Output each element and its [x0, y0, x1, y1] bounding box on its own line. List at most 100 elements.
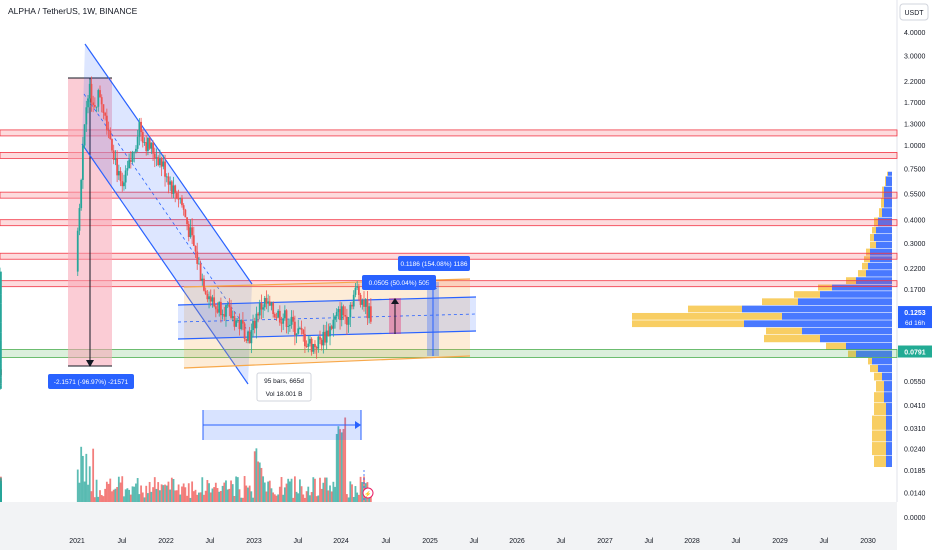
- candle-body: [325, 330, 328, 343]
- candle-body: [320, 339, 323, 346]
- volume-bar: [148, 481, 151, 502]
- price-axis-background: [897, 0, 932, 550]
- candle-body: [167, 176, 170, 185]
- candle-body: [236, 320, 239, 322]
- range-info-box: [256, 372, 312, 402]
- candle-body: [245, 338, 248, 341]
- volume-bar: [299, 479, 301, 502]
- volume-bar: [238, 489, 241, 502]
- volume-bar: [304, 497, 306, 502]
- countdown-label: 6d 16h: [905, 320, 925, 327]
- volume-bar: [265, 491, 268, 502]
- candle-body: [290, 316, 293, 325]
- volume-bar: [175, 490, 178, 502]
- volume-bar: [204, 490, 207, 502]
- volume-bar: [136, 478, 139, 502]
- drop-label-box: [48, 374, 134, 389]
- volume-profile-down-bar: [874, 392, 884, 403]
- volume-bar: [162, 485, 165, 502]
- candle-body: [197, 263, 200, 265]
- volume-profile-down-bar: [872, 442, 886, 456]
- plot-background: [0, 0, 897, 502]
- volume-bar: [273, 494, 276, 502]
- candle-body: [332, 319, 335, 329]
- volume-bar: [297, 493, 300, 502]
- volume-profile-down-bar: [848, 350, 856, 358]
- candle-body: [366, 299, 369, 319]
- volume-profile-down-bar: [688, 305, 742, 313]
- candle-body: [302, 329, 305, 335]
- candle-body: [95, 106, 98, 108]
- candle-body: [310, 338, 313, 352]
- volume-bar: [123, 496, 125, 502]
- volume-bar: [233, 496, 236, 502]
- candle-body: [352, 294, 355, 307]
- volume-profile-down-bar: [632, 312, 782, 320]
- time-tick-label: 2022: [158, 538, 174, 545]
- volume-profile-up-bar: [870, 248, 892, 256]
- volume-bar: [270, 488, 273, 502]
- volume-bar: [268, 480, 271, 502]
- volume-bar: [129, 494, 132, 502]
- volume-bar: [182, 483, 185, 502]
- candle-body: [211, 297, 214, 302]
- volume-bar: [87, 484, 89, 502]
- volume-bar: [111, 491, 113, 502]
- candle-body: [243, 323, 246, 339]
- volume-bar: [295, 491, 298, 502]
- volume-bar: [100, 494, 103, 502]
- volume-bar: [300, 486, 303, 502]
- time-tick-label: Jul: [206, 538, 215, 545]
- candle-body: [78, 208, 81, 231]
- volume-bar: [181, 486, 183, 502]
- candle-body: [172, 185, 175, 194]
- time-tick-label: Jul: [118, 538, 127, 545]
- candle-body: [344, 314, 347, 317]
- volume-profile-up-bar: [886, 455, 892, 468]
- price-tick-label: 1.3000: [904, 122, 926, 129]
- volume-bar: [92, 448, 95, 502]
- candle-body: [160, 158, 163, 167]
- volume-bar: [325, 477, 328, 502]
- range-channel-mid: [177, 313, 477, 323]
- candle-body: [187, 224, 190, 237]
- candle-body: [102, 104, 105, 113]
- candle-body: [157, 157, 160, 166]
- candle-body: [218, 301, 221, 313]
- volume-bar: [240, 497, 243, 502]
- volume-profile-up-bar: [856, 350, 892, 358]
- support-price-label: 0.0791: [904, 350, 926, 357]
- candle-body: [126, 168, 129, 171]
- price-tick-label: 2.2000: [904, 79, 926, 86]
- volume-profile-down-bar: [632, 320, 744, 328]
- candle-body: [192, 235, 195, 246]
- candle-body: [0, 322, 2, 333]
- candle-body: [315, 347, 318, 349]
- candle-body: [204, 290, 207, 294]
- volume-bar: [330, 491, 333, 502]
- volume-bar: [287, 478, 290, 502]
- volume-bar: [351, 484, 353, 502]
- candle-body: [0, 340, 2, 360]
- candle-body: [179, 197, 182, 200]
- price-tick-label: 0.0240: [904, 447, 926, 454]
- volume-bar: [250, 491, 253, 502]
- volume-bar: [208, 483, 210, 502]
- volume-bar: [290, 478, 293, 502]
- volume-profile-up-bar: [876, 227, 892, 234]
- currency-button-label[interactable]: USDT: [904, 10, 924, 17]
- volume-bar: [310, 492, 313, 502]
- volume-bar: [196, 494, 199, 502]
- bars-label: 95 bars, 665d: [264, 378, 304, 385]
- volume-profile-down-bar: [858, 270, 866, 277]
- candle-body: [85, 107, 88, 125]
- time-tick-label: 2029: [772, 538, 788, 545]
- candle-body: [191, 227, 194, 236]
- candle-body: [258, 303, 261, 316]
- candle-body: [0, 359, 2, 364]
- volume-bar: [0, 483, 2, 502]
- candle-body: [0, 372, 2, 376]
- candle-body: [0, 372, 2, 378]
